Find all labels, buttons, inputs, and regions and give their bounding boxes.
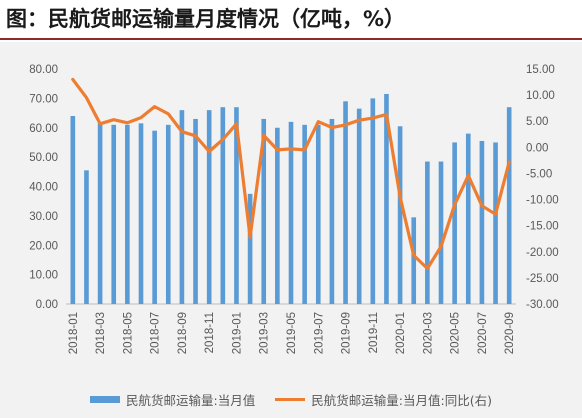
bar (97, 123, 103, 304)
bar (247, 193, 253, 304)
bar (506, 107, 512, 304)
bar (179, 110, 185, 304)
x-tick-label: 2019-01 (231, 312, 243, 354)
bar (315, 124, 321, 304)
bar (493, 142, 498, 304)
bar (397, 126, 403, 304)
x-tick-label: 2020-03 (422, 312, 434, 354)
y-left-tick-label: 80.00 (29, 64, 58, 76)
bar (193, 118, 198, 304)
x-tick-label: 2019-11 (368, 312, 380, 353)
x-tick-label: 2018-09 (177, 312, 189, 354)
y-left-tick-label: 30.00 (29, 211, 58, 223)
combo-chart: 0.00 10.00 20.00 30.00 40.00 50.00 60.00 70.00 8… (29, 64, 559, 354)
bar (275, 127, 280, 304)
chart-title: 图：民航货邮运输量月度情况（亿吨，%） (6, 7, 406, 31)
y-left-tick-label: 20.00 (29, 240, 58, 252)
bar (152, 130, 157, 304)
bar (84, 170, 89, 304)
bar (206, 110, 212, 304)
x-tick-label: 2018-07 (150, 312, 162, 354)
bar (343, 101, 348, 304)
bar (125, 124, 130, 304)
x-tick-label: 2019-09 (341, 312, 353, 354)
y-right-tick-label: -25.00 (526, 273, 559, 285)
bar (370, 98, 376, 304)
x-tick-label: 2018-05 (122, 312, 134, 354)
legend-line-swatch (275, 397, 306, 401)
y-left-tick-label: 50.00 (29, 152, 58, 164)
bar (288, 121, 294, 304)
x-tick-label: 2019-07 (313, 312, 325, 354)
x-tick-label: 2020-07 (477, 312, 489, 354)
legend-item-bar: 民航货邮运输量:当月值 (90, 390, 255, 409)
bar (356, 108, 362, 304)
bar (465, 133, 471, 304)
x-tick-label: 2018-01 (68, 312, 80, 354)
x-tick-label: 2019-03 (259, 312, 271, 354)
y-left-tick-label: 40.00 (29, 182, 58, 194)
legend-label-bar: 民航货邮运输量:当月值 (126, 392, 256, 408)
y-right-tick-label: -5.00 (526, 168, 552, 180)
legend-label-line: 民航货邮运输量:当月值:同比(右) (311, 392, 492, 408)
bar (479, 140, 485, 304)
x-tick-label: 2019-05 (286, 312, 298, 354)
bar (165, 124, 171, 304)
x-tick-label: 2020-09 (504, 312, 516, 354)
bar (302, 124, 307, 304)
chart-area: 0.00 10.00 20.00 30.00 40.00 50.00 60.00 70.00 8… (0, 42, 582, 418)
bar (411, 217, 417, 304)
y-right-tick-label: 10.00 (526, 90, 555, 102)
y-right-tick-label: -15.00 (526, 221, 559, 233)
bar (384, 93, 389, 304)
bar (70, 116, 76, 304)
bar (138, 123, 144, 304)
legend-bar-swatch (90, 395, 121, 403)
x-tick-label: 2018-11 (204, 312, 216, 353)
y-right-tick-label: -20.00 (526, 247, 559, 259)
y-right-tick-label: -10.00 (526, 195, 559, 207)
bar (452, 142, 457, 304)
y-left-tick-label: 70.00 (29, 93, 58, 105)
legend-item-line: 民航货邮运输量:当月值:同比(右) (275, 390, 492, 409)
bar (111, 124, 117, 304)
bar (329, 118, 335, 304)
y-left-tick-label: 0.00 (36, 299, 58, 311)
y-right-tick-label: -30.00 (526, 299, 559, 311)
title-divider (0, 38, 582, 40)
bar (220, 107, 226, 304)
bar (261, 118, 267, 304)
chart-legend: 民航货邮运输量:当月值 民航货邮运输量:当月值:同比(右) (0, 390, 582, 408)
y-right-tick-label: 5.00 (526, 116, 548, 128)
y-right-tick-label: 15.00 (526, 64, 555, 76)
y-left-tick-label: 10.00 (29, 270, 58, 282)
bar (234, 107, 239, 304)
bar (438, 161, 444, 304)
x-tick-label: 2020-01 (395, 312, 407, 354)
x-tick-label: 2020-05 (450, 312, 462, 354)
x-tick-label: 2018-03 (95, 312, 107, 354)
y-right-tick-label: 0.00 (526, 142, 548, 154)
y-left-tick-label: 60.00 (29, 123, 58, 135)
bar (425, 161, 430, 304)
